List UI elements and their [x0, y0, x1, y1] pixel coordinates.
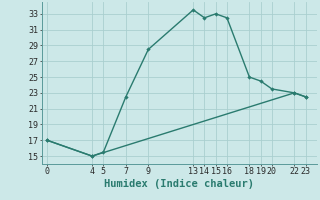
- X-axis label: Humidex (Indice chaleur): Humidex (Indice chaleur): [104, 179, 254, 189]
